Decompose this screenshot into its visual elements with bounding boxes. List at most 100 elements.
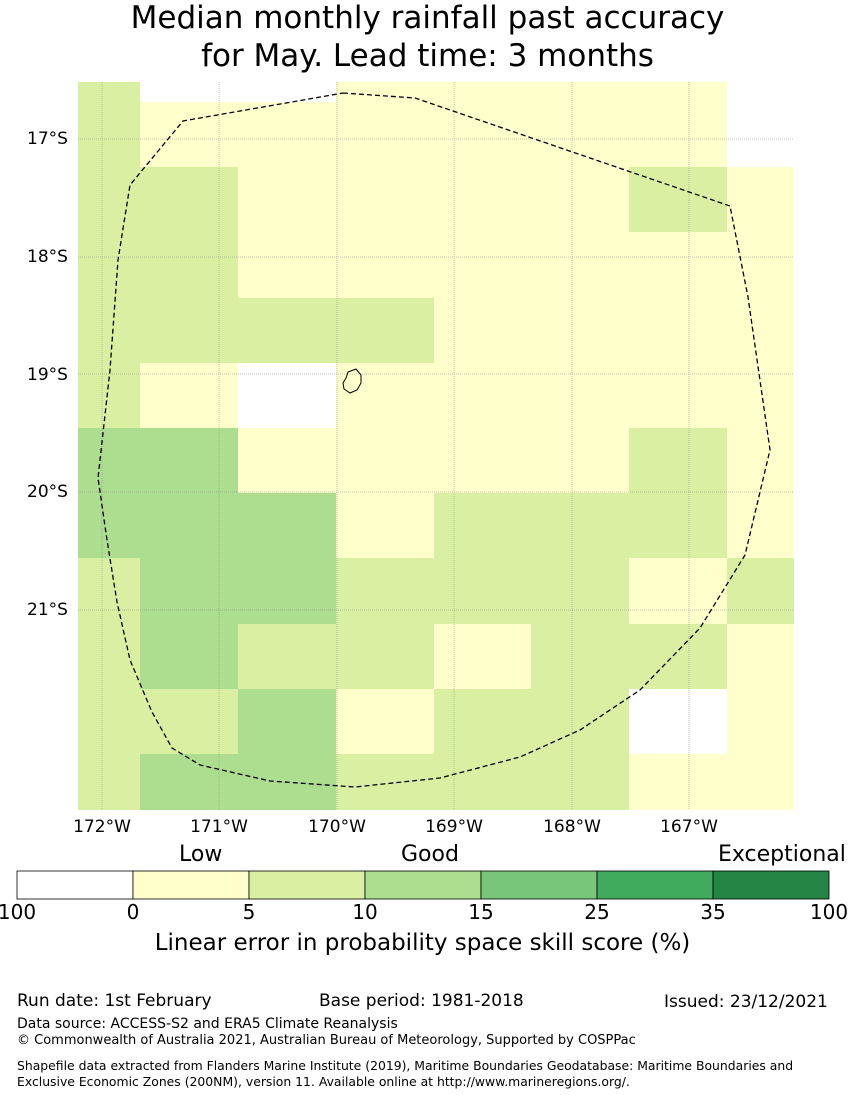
skill-cell bbox=[78, 558, 140, 624]
skill-cell bbox=[238, 428, 336, 493]
skill-cell bbox=[531, 82, 629, 102]
skill-cell bbox=[629, 558, 727, 624]
skill-cell bbox=[238, 363, 336, 428]
skill-cell bbox=[531, 493, 629, 558]
skill-cell bbox=[434, 363, 531, 428]
lat-label: 19°S bbox=[27, 365, 68, 385]
skill-cell bbox=[434, 232, 531, 298]
skill-cell bbox=[140, 82, 238, 102]
lon-label: 172°W bbox=[73, 817, 131, 837]
skill-cell bbox=[78, 754, 140, 810]
skill-cell bbox=[336, 102, 434, 167]
skill-cell bbox=[238, 493, 336, 558]
skill-cell bbox=[629, 428, 727, 493]
run-date: Run date: 1st February bbox=[17, 991, 212, 1011]
skill-cell bbox=[434, 754, 531, 810]
skill-cell bbox=[336, 167, 434, 232]
skill-cell bbox=[434, 102, 531, 167]
skill-cell bbox=[727, 298, 794, 363]
skill-cell bbox=[531, 167, 629, 232]
lon-label: 167°W bbox=[660, 817, 718, 837]
skill-cell bbox=[531, 298, 629, 363]
map-title: Median monthly rainfall past accuracy fo… bbox=[0, 0, 855, 75]
skill-cell bbox=[336, 689, 434, 754]
skill-cell bbox=[434, 167, 531, 232]
skill-cell bbox=[140, 232, 238, 298]
colorbar-tick: 35 bbox=[700, 900, 726, 924]
skill-cell bbox=[140, 167, 238, 232]
lat-label: 18°S bbox=[27, 247, 68, 267]
skill-cell bbox=[238, 167, 336, 232]
skill-cell bbox=[727, 363, 794, 428]
skill-cell bbox=[629, 689, 727, 754]
skill-cell bbox=[238, 82, 336, 102]
skill-cell bbox=[629, 82, 727, 102]
skill-cell bbox=[531, 232, 629, 298]
issued-date: Issued: 23/12/2021 bbox=[664, 992, 828, 1012]
colorbar-swatch bbox=[596, 870, 714, 900]
shapefile-credit: Shapefile data extracted from Flanders M… bbox=[17, 1058, 794, 1089]
colorbar-swatch bbox=[364, 870, 482, 900]
colorbar-category-good: Good bbox=[401, 842, 459, 867]
skill-cell bbox=[78, 298, 140, 363]
skill-cell bbox=[140, 363, 238, 428]
skill-cell bbox=[434, 428, 531, 493]
colorbar-tick: 15 bbox=[468, 900, 494, 924]
colorbar-category-exceptional: Exceptional bbox=[718, 842, 846, 867]
colorbar-title: Linear error in probability space skill … bbox=[154, 930, 691, 956]
skill-cell bbox=[78, 493, 140, 558]
skill-cell bbox=[78, 167, 140, 232]
skill-cell bbox=[727, 232, 794, 298]
eez-boundary bbox=[97, 92, 771, 788]
data-source: Data source: ACCESS-S2 and ERA5 Climate … bbox=[17, 1016, 398, 1032]
skill-cell bbox=[78, 82, 140, 102]
skill-cell bbox=[629, 624, 727, 689]
skill-cell bbox=[531, 102, 629, 167]
lon-label: 169°W bbox=[425, 817, 483, 837]
colorbar-swatch bbox=[248, 870, 366, 900]
skill-grid bbox=[78, 82, 794, 810]
colorbar-swatch bbox=[132, 870, 250, 900]
skill-cell bbox=[629, 493, 727, 558]
lat-label: 20°S bbox=[27, 482, 68, 502]
lon-label: 168°W bbox=[543, 817, 601, 837]
skill-cell bbox=[727, 167, 794, 232]
skill-cell bbox=[727, 624, 794, 689]
skill-cell bbox=[434, 298, 531, 363]
skill-cell bbox=[140, 754, 238, 810]
lat-label: 21°S bbox=[27, 600, 68, 620]
skill-cell bbox=[434, 624, 531, 689]
skill-cell bbox=[140, 624, 238, 689]
skill-cell bbox=[629, 102, 727, 167]
colorbar-tick: 100 bbox=[809, 900, 849, 924]
island-outline bbox=[342, 368, 362, 394]
skill-cell bbox=[336, 428, 434, 493]
skill-cell bbox=[238, 689, 336, 754]
lon-label: 170°W bbox=[308, 817, 366, 837]
copyright: © Commonwealth of Australia 2021, Austra… bbox=[17, 1033, 636, 1048]
skill-cell bbox=[434, 689, 531, 754]
skill-cell bbox=[531, 754, 629, 810]
skill-cell bbox=[727, 558, 794, 624]
skill-cell bbox=[727, 754, 794, 810]
skill-cell bbox=[336, 624, 434, 689]
skill-cell bbox=[531, 624, 629, 689]
skill-cell bbox=[78, 624, 140, 689]
colorbar-tick: 25 bbox=[584, 900, 610, 924]
colorbar-tick: 10 bbox=[352, 900, 378, 924]
colorbar-swatch bbox=[480, 870, 598, 900]
skill-cell bbox=[336, 754, 434, 810]
skill-cell bbox=[629, 298, 727, 363]
colorbar-swatch bbox=[712, 870, 830, 900]
skill-cell bbox=[78, 232, 140, 298]
skill-cell bbox=[238, 558, 336, 624]
skill-cell bbox=[727, 82, 794, 102]
skill-cell bbox=[434, 558, 531, 624]
skill-cell bbox=[78, 428, 140, 493]
colorbar-swatch bbox=[16, 870, 134, 900]
skill-cell bbox=[78, 102, 140, 167]
skill-cell bbox=[140, 558, 238, 624]
lat-label: 17°S bbox=[27, 129, 68, 149]
skill-cell bbox=[140, 428, 238, 493]
